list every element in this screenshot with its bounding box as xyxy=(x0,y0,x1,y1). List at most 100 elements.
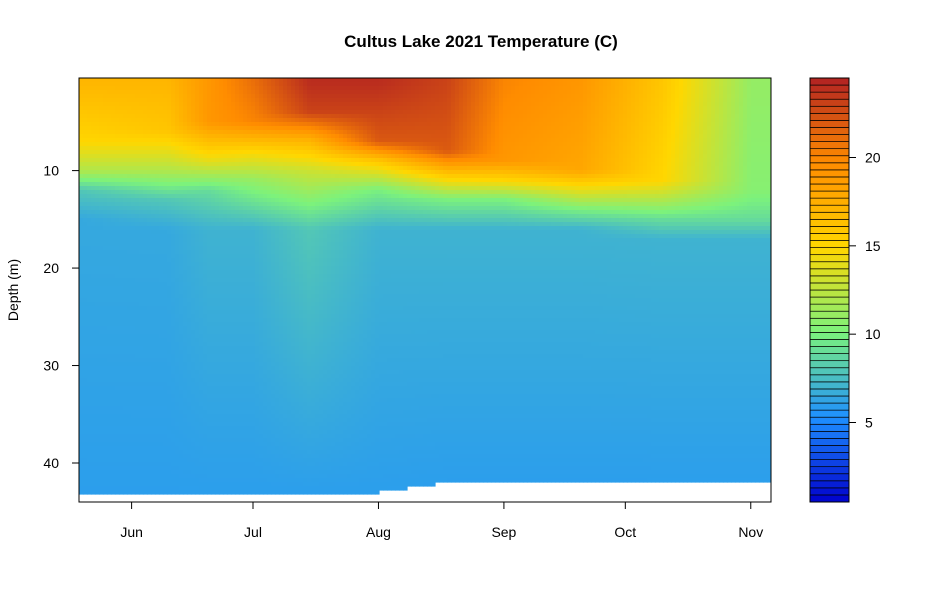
heatmap-cell xyxy=(127,310,132,315)
heatmap-cell xyxy=(99,466,104,471)
heatmap-cell xyxy=(235,242,240,247)
heatmap-cell xyxy=(155,422,160,427)
heatmap-cell xyxy=(259,422,264,427)
heatmap-cell xyxy=(107,322,112,327)
heatmap-cell xyxy=(203,490,208,495)
heatmap-cell xyxy=(103,342,108,347)
heatmap-cell xyxy=(131,462,136,467)
heatmap-cell xyxy=(103,170,108,175)
heatmap-cell xyxy=(187,370,192,375)
heatmap-cell xyxy=(135,386,140,391)
heatmap-cell xyxy=(107,454,112,459)
heatmap-cell xyxy=(87,206,92,211)
heatmap-cell xyxy=(155,274,160,279)
heatmap-cell xyxy=(115,142,120,147)
heatmap-cell xyxy=(123,282,128,287)
heatmap-cell xyxy=(175,274,180,279)
heatmap-cell xyxy=(151,446,156,451)
heatmap-cell xyxy=(259,342,264,347)
heatmap-cell xyxy=(131,390,136,395)
heatmap-cell xyxy=(255,342,260,347)
heatmap-cell xyxy=(251,162,256,167)
heatmap-cell xyxy=(99,322,104,327)
heatmap-cell xyxy=(211,382,216,387)
heatmap-cell xyxy=(231,230,236,235)
heatmap-cell xyxy=(107,442,112,447)
heatmap-cell xyxy=(191,214,196,219)
heatmap-cell xyxy=(183,330,188,335)
heatmap-cell xyxy=(155,358,160,363)
heatmap-cell xyxy=(79,306,84,311)
heatmap-cell xyxy=(95,386,100,391)
heatmap-cell xyxy=(135,482,140,487)
heatmap-cell xyxy=(183,290,188,295)
heatmap-cell xyxy=(127,446,132,451)
heatmap-cell xyxy=(227,202,232,207)
heatmap-cell xyxy=(231,82,236,87)
heatmap-cell xyxy=(259,386,264,391)
heatmap-cell xyxy=(107,226,112,231)
heatmap-cell xyxy=(251,386,256,391)
heatmap-cell xyxy=(251,218,256,223)
heatmap-cell xyxy=(195,230,200,235)
heatmap-cell xyxy=(263,446,268,451)
heatmap-cell xyxy=(191,450,196,455)
heatmap-cell xyxy=(139,446,144,451)
heatmap-cell xyxy=(151,114,156,119)
heatmap-cell xyxy=(267,166,272,171)
heatmap-cell xyxy=(211,106,216,111)
heatmap-cell xyxy=(187,238,192,243)
heatmap-cell xyxy=(127,226,132,231)
heatmap-cell xyxy=(79,434,84,439)
heatmap-cell xyxy=(187,386,192,391)
heatmap-cell xyxy=(143,246,148,251)
heatmap-cell xyxy=(239,406,244,411)
heatmap-cell xyxy=(215,206,220,211)
heatmap-cell xyxy=(167,198,172,203)
heatmap-cell xyxy=(227,394,232,399)
heatmap-cell xyxy=(123,490,128,495)
heatmap-cell xyxy=(219,94,224,99)
heatmap-cell xyxy=(187,78,192,83)
heatmap-cell xyxy=(183,406,188,411)
heatmap-cell xyxy=(251,222,256,227)
heatmap-cell xyxy=(219,198,224,203)
heatmap-cell xyxy=(147,470,152,475)
heatmap-cell xyxy=(143,418,148,423)
heatmap-cell xyxy=(215,278,220,283)
heatmap-cell xyxy=(247,354,252,359)
heatmap-cell xyxy=(167,242,172,247)
heatmap-cell xyxy=(247,290,252,295)
heatmap-cell xyxy=(219,466,224,471)
heatmap-cell xyxy=(187,454,192,459)
heatmap-cell xyxy=(115,426,120,431)
heatmap-cell xyxy=(259,470,264,475)
heatmap-cell xyxy=(179,102,184,107)
heatmap-cell xyxy=(91,222,96,227)
heatmap-cell xyxy=(87,98,92,103)
heatmap-cell xyxy=(83,214,88,219)
heatmap-cell xyxy=(123,482,128,487)
heatmap-cell xyxy=(231,422,236,427)
heatmap-cell xyxy=(131,394,136,399)
heatmap-cell xyxy=(211,186,216,191)
heatmap-cell xyxy=(91,322,96,327)
heatmap-cell xyxy=(259,246,264,251)
heatmap-cell xyxy=(171,90,176,95)
heatmap-cell xyxy=(223,442,228,447)
heatmap-cell xyxy=(87,222,92,227)
heatmap-cell xyxy=(179,98,184,103)
heatmap-cell xyxy=(167,214,172,219)
heatmap-cell xyxy=(147,166,152,171)
heatmap-cell xyxy=(267,470,272,475)
heatmap-cell xyxy=(267,142,272,147)
heatmap-cell xyxy=(183,454,188,459)
heatmap-cell xyxy=(203,158,208,163)
heatmap-cell xyxy=(123,130,128,135)
heatmap-cell xyxy=(171,114,176,119)
heatmap-cell xyxy=(207,354,212,359)
heatmap-cell xyxy=(147,266,152,271)
heatmap-cell xyxy=(135,378,140,383)
heatmap-cell xyxy=(207,402,212,407)
heatmap-cell xyxy=(231,258,236,263)
